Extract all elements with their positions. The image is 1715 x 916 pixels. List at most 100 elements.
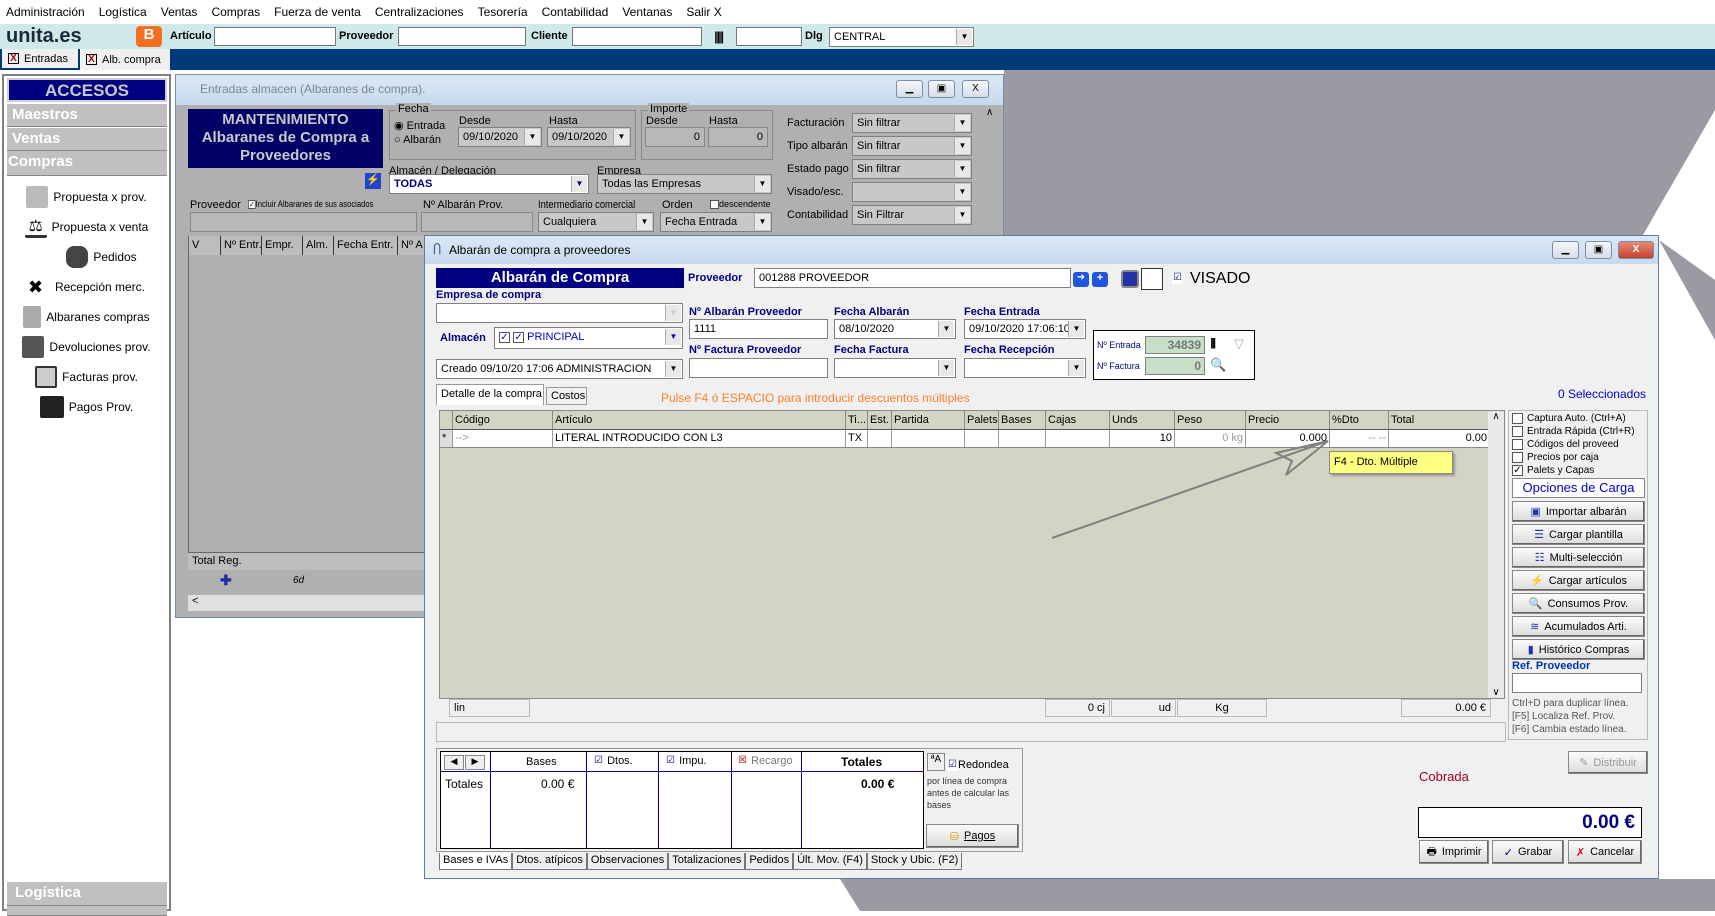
cell[interactable]: -- -- xyxy=(1330,430,1389,447)
close-icon[interactable]: X xyxy=(8,53,19,64)
cell[interactable] xyxy=(965,430,999,447)
importar-albar-nbutton[interactable]: ▣ Importar albarán xyxy=(1512,501,1645,522)
redondea-checkbox[interactable]: ☑Redondea xyxy=(947,758,1009,771)
column-header[interactable]: Código xyxy=(453,411,553,430)
sidebar-section-compras[interactable]: Compras xyxy=(7,151,167,176)
option-checkbox[interactable]: ✓ Palets y Capas xyxy=(1512,465,1647,478)
checkbox[interactable]: ✓ xyxy=(513,331,525,343)
column-header[interactable]: Partida xyxy=(892,411,965,430)
intermediario-select[interactable]: Cualquiera xyxy=(538,212,654,232)
distribuir-button[interactable]: ✎ Distribuir xyxy=(1568,751,1648,774)
tab-detalle[interactable]: Detalle de la compra xyxy=(436,384,544,405)
checkbox[interactable] xyxy=(1512,413,1523,424)
grabar-button[interactable]: ✓ Grabar xyxy=(1492,840,1564,864)
facturacion-select[interactable]: Sin filtrar xyxy=(852,113,972,133)
menu-administracion[interactable]: Administración xyxy=(6,5,85,19)
sidebar-section-next[interactable] xyxy=(7,906,167,916)
round-icon[interactable]: ªA xyxy=(927,753,945,771)
column-header[interactable]: Palets xyxy=(965,411,999,430)
option-checkbox[interactable]: Códigos del proveed xyxy=(1512,439,1647,452)
close-button[interactable]: X xyxy=(1618,241,1654,259)
column-header[interactable]: Unds xyxy=(1110,411,1175,430)
cell[interactable] xyxy=(892,430,965,447)
column-header[interactable]: Precio xyxy=(1246,411,1330,430)
ref-proveedor-input[interactable] xyxy=(1512,673,1642,693)
bottom-tab[interactable]: Totalizaciones xyxy=(668,853,746,870)
estado-pago-select[interactable]: Sin filtrar xyxy=(852,159,972,179)
proveedor-input[interactable] xyxy=(398,27,526,46)
fecha-desde-select[interactable]: 09/10/2020 xyxy=(458,127,542,147)
menu-fuerza-venta[interactable]: Fuerza de venta xyxy=(274,5,361,19)
horizontal-scrollbar[interactable]: < xyxy=(188,595,428,611)
column-header[interactable]: Ti... xyxy=(846,411,868,430)
option-checkbox[interactable]: Precios por caja xyxy=(1512,452,1647,465)
cell[interactable]: LITERAL INTRODUCIDO CON L3 xyxy=(553,430,846,447)
menu-tesoreria[interactable]: Tesorería xyxy=(477,5,528,19)
cell[interactable]: --> xyxy=(453,430,553,447)
sidebar-section-logistica[interactable]: Logística xyxy=(7,882,167,906)
proveedor-input[interactable]: 001288 PROVEEDOR xyxy=(754,268,1071,288)
sidebar-item-propuesta-venta[interactable]: ⚖ Propuesta x venta xyxy=(4,214,169,240)
next-button[interactable]: ▶ xyxy=(465,755,485,770)
sidebar-item-facturas[interactable]: Facturas prov. xyxy=(4,364,169,390)
multi-selecci-nbutton[interactable]: ☷ Multi-selección xyxy=(1512,547,1645,568)
cell[interactable] xyxy=(1046,430,1110,447)
sidebar-section-maestros[interactable]: Maestros xyxy=(7,104,167,127)
creado-select[interactable]: Creado 09/10/20 17:06 ADMINISTRACION xyxy=(436,359,683,379)
column-header[interactable]: Nº Entr. xyxy=(220,236,261,255)
column-header[interactable]: Fecha Entr. xyxy=(333,236,397,255)
imprimir-button[interactable]: 🖶 Imprimir xyxy=(1419,840,1489,864)
add-provider-icon[interactable]: + xyxy=(1092,272,1108,287)
column-header[interactable]: Peso xyxy=(1175,411,1246,430)
bottom-tab[interactable]: Stock y Ubic. (F2) xyxy=(866,853,963,870)
column-header[interactable]: Cajas xyxy=(1046,411,1110,430)
dlg-select[interactable]: CENTRAL xyxy=(829,27,974,47)
add-icon[interactable]: ✚ xyxy=(220,572,232,588)
tipo-albaran-select[interactable]: Sin filtrar xyxy=(852,136,972,156)
recargo-header[interactable]: ☒ Recargo xyxy=(737,754,793,767)
column-header[interactable]: Bases xyxy=(999,411,1046,430)
bottom-tab[interactable]: Pedidos xyxy=(745,853,794,870)
empresa-select[interactable] xyxy=(436,303,683,323)
tab-alb-compra[interactable]: X Alb. compra xyxy=(80,49,170,70)
search-document-icon[interactable]: 🔍 xyxy=(1210,357,1227,372)
sidebar-item-pagos[interactable]: Pagos Prov. xyxy=(4,394,169,420)
sidebar-item-pedidos[interactable]: Pedidos xyxy=(4,244,169,270)
scroll-up-icon[interactable]: ∧ xyxy=(986,107,994,118)
column-header[interactable]: Est. xyxy=(868,411,892,430)
menu-ventanas[interactable]: Ventanas xyxy=(622,5,673,19)
filter-icon[interactable]: ▽ xyxy=(1234,336,1244,351)
cell[interactable]: 0 kg xyxy=(1175,430,1246,447)
n-factura-input[interactable] xyxy=(689,358,828,378)
column-header[interactable]: Total xyxy=(1389,411,1490,430)
row-marker[interactable]: * xyxy=(440,430,453,447)
column-header[interactable]: Alm. xyxy=(302,236,333,255)
checkbox[interactable]: ✓ xyxy=(499,331,510,343)
cargar-plantillabutton[interactable]: ☰ Cargar plantilla xyxy=(1512,524,1645,545)
minimize-button[interactable]: ▁ xyxy=(896,80,923,98)
checkbox[interactable] xyxy=(1512,452,1523,463)
orden-select[interactable]: Fecha Entrada xyxy=(660,212,772,232)
menu-logistica[interactable]: Logística xyxy=(98,5,147,19)
prev-button[interactable]: ◀ xyxy=(444,755,464,770)
menu-centralizaciones[interactable]: Centralizaciones xyxy=(374,5,464,19)
radio-albaran[interactable]: ○ Albarán xyxy=(394,134,442,146)
fecha-recepcion-select[interactable] xyxy=(964,358,1086,378)
sidebar-section-ventas[interactable]: Ventas xyxy=(7,128,167,151)
checkbox[interactable]: ✓ xyxy=(1512,465,1523,476)
importe-desde-input[interactable]: 0 xyxy=(645,127,705,147)
tab-costos[interactable]: Costos xyxy=(546,387,587,405)
barcode-input[interactable] xyxy=(736,27,802,46)
cancelar-button[interactable]: ✗ Cancelar xyxy=(1568,840,1642,864)
fecha-entrada-select[interactable]: 09/10/2020 17:06:10 xyxy=(964,319,1086,339)
maximize-button[interactable]: ▣ xyxy=(1585,241,1612,259)
cell[interactable] xyxy=(999,430,1046,447)
table-row[interactable]: * --> LITERAL INTRODUCIDO CON L3 TX 10 0 kg 0.… xyxy=(440,430,1490,448)
option-checkbox[interactable]: Entrada Rápida (Ctrl+R) xyxy=(1512,426,1647,439)
cell[interactable]: 10 xyxy=(1110,430,1175,447)
column-header[interactable]: V xyxy=(192,239,200,251)
cargar-art-culosbutton[interactable]: ⚡ Cargar artículos xyxy=(1512,570,1645,591)
column-header[interactable]: Nº A xyxy=(397,236,427,255)
barcode-icon[interactable]: ||||| xyxy=(1210,337,1216,349)
n-albaran-input[interactable] xyxy=(421,212,533,232)
